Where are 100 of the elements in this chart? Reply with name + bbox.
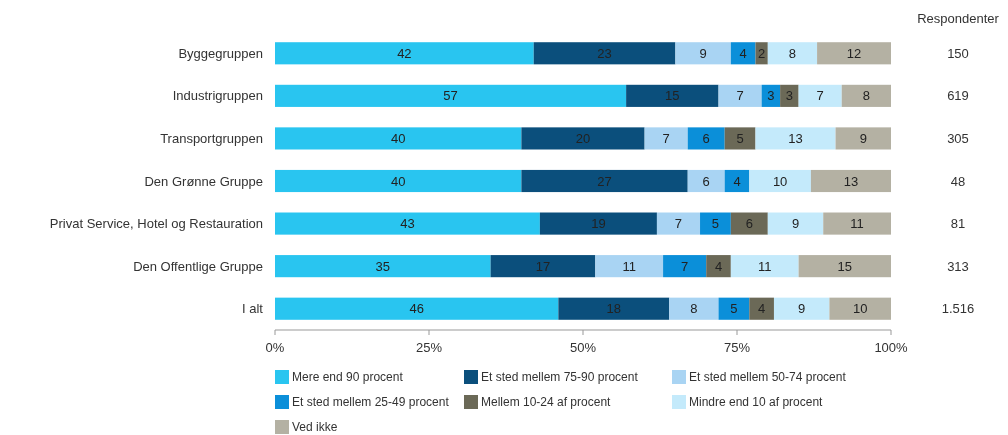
x-tick-label: 25% [415,340,443,355]
data-label: 4 [733,173,741,189]
text: 48 [950,173,966,189]
bar [835,127,891,150]
data-label: 40 [390,173,406,189]
bar [730,255,799,278]
data-label: 7 [736,88,744,104]
data-label: 10 [852,301,868,317]
bar [755,127,836,150]
text: 1.516 [941,301,975,317]
data-label: 10 [772,173,788,189]
data-label: 12 [846,45,862,61]
data-label: 8 [862,88,870,104]
data-label: 9 [699,45,707,61]
data-label: 13 [788,130,803,146]
y-tick-label: I alt [242,301,264,317]
data-label: 5 [711,216,720,232]
bar [841,84,891,107]
bar [656,212,701,235]
data-label: 2 [758,45,766,61]
data-label: 3 [767,88,775,104]
y-tick-label: Privat Service, Hotel og Restauration [49,216,263,232]
data-label: 7 [681,258,689,274]
bar [663,255,707,278]
bar [595,255,664,278]
bar [718,84,762,107]
bar [798,255,891,278]
bar [275,169,522,193]
data-label: 11 [850,216,864,232]
data-label: 35 [375,258,391,274]
bar [749,169,811,193]
legend-label: Et sted mellem 50-74 procent [689,370,847,385]
x-tick-label: 75% [723,340,751,355]
bar [730,212,768,235]
x-tick-label: 50% [569,340,597,355]
data-label: 9 [859,130,867,146]
data-label: 4 [758,301,766,317]
bar [823,212,891,235]
bar [275,42,534,65]
data-label: 11 [622,258,636,274]
data-label: 5 [730,301,738,317]
text: 305 [947,130,969,146]
data-label: 7 [662,130,670,146]
bar [687,127,725,150]
bar [829,297,891,320]
bar [275,255,491,278]
data-label: 7 [816,88,824,104]
legend-label: Ved ikke [292,420,338,435]
data-label: 9 [798,301,806,317]
data-label: 46 [409,301,424,317]
data-label: 27 [597,173,612,189]
data-label: 5 [736,130,744,146]
legend-label: Mellem 10-24 af procent [481,395,612,410]
bar [539,212,657,235]
data-label: 8 [788,45,797,61]
bar [490,255,596,278]
bar [275,212,540,235]
legend-label: Mere end 90 procent [292,370,404,385]
bar [669,297,719,320]
bar [275,84,627,107]
data-label: 8 [690,301,698,317]
bar [730,42,756,65]
bar [706,255,731,278]
data-label: 7 [674,216,683,232]
data-label: 18 [606,301,622,317]
y-tick-label: Byggegruppen [178,45,263,61]
legend-label: Et sted mellem 75-90 procent [481,370,639,385]
bar [798,84,842,107]
text: 81 [950,216,966,232]
data-label: 4 [714,258,723,274]
bar [724,127,756,150]
x-tick-label: 0% [265,340,285,355]
data-label: 40 [390,130,406,146]
legend-label: Et sted mellem 25-49 procent [292,395,450,410]
data-label: 11 [757,258,772,274]
data-label: 6 [745,216,753,232]
data-label: 19 [591,216,606,232]
bar [521,127,645,150]
data-label: 23 [597,45,612,61]
bar [533,42,676,65]
text: 619 [947,88,969,104]
bar [521,169,688,193]
data-label: 42 [397,45,412,61]
bar [275,127,522,150]
data-label: 57 [443,88,458,104]
data-label: 4 [739,45,747,61]
bar [817,42,891,65]
legend-label: Mindre end 10 af procent [689,395,824,410]
data-label: 15 [837,258,853,274]
x-tick-label: 100% [874,340,909,355]
bar [275,297,559,320]
y-tick-label: Industrigruppen [172,88,263,104]
data-label: 43 [400,216,415,232]
data-label: 13 [843,173,859,189]
data-label: 6 [702,130,710,146]
data-label: 9 [791,216,800,232]
y-tick-label: Den Grønne Gruppe [144,173,263,189]
bar [749,297,774,320]
bar [767,212,824,235]
bar [644,127,688,150]
